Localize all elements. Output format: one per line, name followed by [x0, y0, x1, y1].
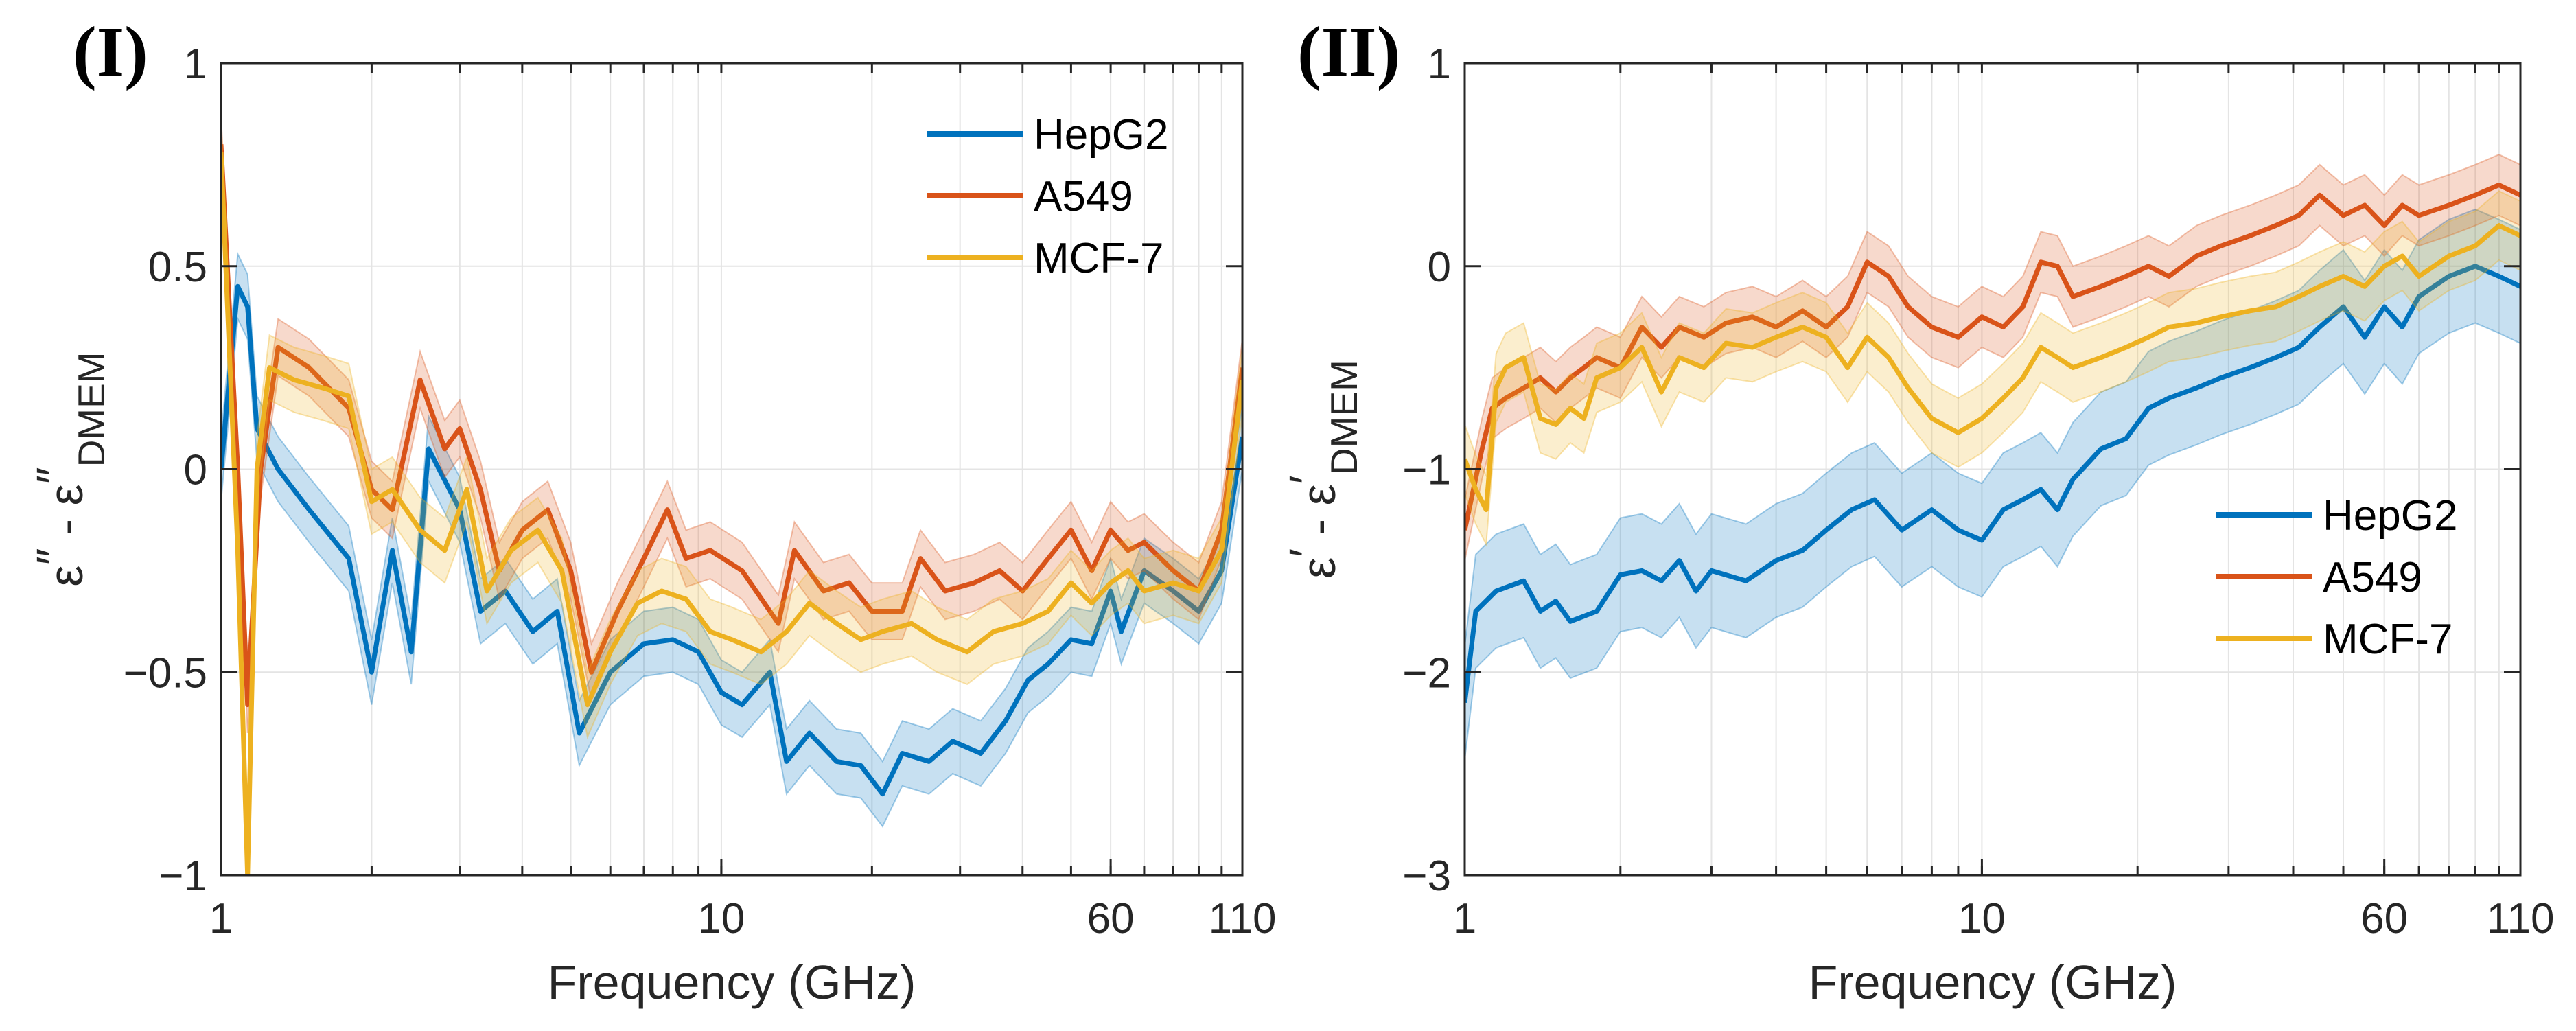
- series-line-a549: [1465, 183, 2520, 531]
- x-tick-label: 60: [1087, 895, 1135, 942]
- x-tick-label: 10: [1958, 895, 2006, 942]
- legend-label-mcf-7: MCF-7: [2323, 616, 2452, 663]
- y-axis-part: -: [1292, 505, 1345, 548]
- x-tick-label: 110: [1209, 895, 1277, 942]
- y-axis-part: ′: [1279, 548, 1333, 557]
- y-axis-part: ε: [1292, 557, 1345, 579]
- y-axis-subscript: DMEM: [1323, 360, 1365, 475]
- y-axis-part: -: [39, 505, 93, 548]
- y-axis-title: ε′ - ε′DMEM: [1279, 360, 1365, 579]
- y-tick-label: −3: [1402, 853, 1451, 900]
- y-axis-title: ε″ - ε″DMEM: [27, 351, 113, 586]
- panel-label: (II): [1297, 12, 1400, 91]
- legend: HepG2 A549 MCF-7: [927, 111, 1168, 282]
- y-tick-label: −1: [1402, 447, 1451, 494]
- y-axis-part: ′: [1279, 475, 1333, 484]
- x-tick-label: 1: [1453, 895, 1476, 942]
- x-axis-title: Frequency (GHz): [1809, 955, 2177, 1009]
- series-line-hepg2: [221, 283, 1242, 797]
- y-tick-label: 0: [1428, 244, 1451, 291]
- series-line-mcf-7: [1465, 223, 2520, 513]
- y-axis-part: ε: [39, 484, 93, 505]
- y-axis-part: ″: [27, 467, 80, 484]
- x-tick-label: 110: [2487, 895, 2555, 942]
- grid: [221, 63, 1242, 875]
- y-tick-label: 0.5: [148, 244, 207, 291]
- legend: HepG2 A549 MCF-7: [2216, 492, 2457, 663]
- y-axis-part: ε: [1292, 484, 1345, 505]
- y-tick-label: 1: [184, 40, 207, 88]
- x-tick-label: 60: [2360, 895, 2408, 942]
- y-axis-part: ε: [39, 565, 93, 586]
- band-hepg2: [1465, 208, 2520, 760]
- y-tick-label: −1: [159, 853, 207, 900]
- legend-label-hepg2: HepG2: [2323, 492, 2457, 540]
- y-tick-label: 1: [1428, 40, 1451, 88]
- legend-label-hepg2: HepG2: [1034, 111, 1168, 159]
- legend-label-a549: A549: [1034, 173, 1133, 220]
- grid: [1465, 63, 2520, 875]
- x-tick-label: 10: [697, 895, 745, 942]
- band-mcf-7: [1465, 190, 2520, 547]
- plot-content: [1465, 154, 2520, 760]
- series-line-hepg2: [1465, 264, 2520, 704]
- y-axis-subscript: DMEM: [70, 351, 113, 467]
- band-hepg2: [221, 251, 1242, 828]
- legend-label-a549: A549: [2323, 554, 2422, 601]
- x-tick-label: 1: [209, 895, 233, 942]
- plot-content: [221, 115, 1242, 875]
- legend-label-mcf-7: MCF-7: [1034, 235, 1163, 282]
- band-mcf-7: [221, 119, 1242, 875]
- y-tick-label: −2: [1402, 649, 1451, 697]
- panel-label: (I): [73, 12, 148, 91]
- y-tick-label: 0: [184, 447, 207, 494]
- y-tick-label: −0.5: [124, 649, 207, 697]
- series-line-mcf-7: [221, 152, 1242, 875]
- x-axis-title: Frequency (GHz): [548, 955, 916, 1009]
- y-axis-part: ″: [27, 548, 80, 566]
